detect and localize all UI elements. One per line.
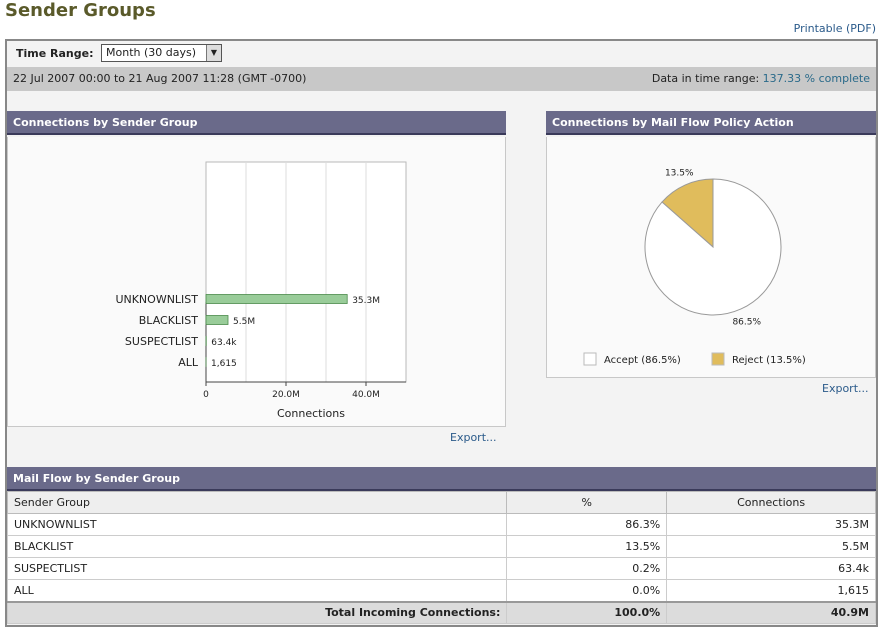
- sender-group-cell: UNKNOWNLIST: [6, 513, 508, 536]
- connections-cell: 35.3M: [666, 513, 876, 536]
- time-range-selected: Month (30 days): [106, 46, 197, 59]
- column-header-connections[interactable]: Connections: [666, 491, 876, 514]
- legend-label: Reject (13.5%): [732, 355, 806, 366]
- legend-label: Accept (86.5%): [604, 355, 681, 366]
- legend-swatch: [711, 352, 725, 366]
- value-label: 5.5M: [233, 317, 255, 327]
- x-axis-label: Connections: [277, 407, 345, 420]
- sender-group-cell: BLACKLIST: [6, 535, 508, 558]
- data-completeness-label: Data in time range:: [651, 72, 760, 85]
- value-label: 1,615: [211, 359, 237, 369]
- chevron-down-icon[interactable]: ▼: [206, 45, 221, 61]
- export-connections-link[interactable]: Export...: [450, 431, 497, 444]
- page-title: Sender Groups: [5, 0, 156, 21]
- total-label-cell: Total Incoming Connections:: [6, 600, 508, 624]
- plot-area: [205, 161, 407, 383]
- pie-slice: [644, 178, 782, 316]
- data-completeness: Data in time range: 137.33 % complete: [652, 72, 870, 85]
- percent-cell: 13.5%: [506, 535, 668, 558]
- table-row: UNKNOWNLIST 86.3% 35.3M: [6, 513, 876, 536]
- sender-group-cell: ALL: [6, 579, 508, 602]
- connections-bar-chart: UNKNOWNLIST BLACKLIST SUSPECTLIST ALL 35.3M…: [115, 161, 407, 420]
- table-row: BLACKLIST 13.5% 5.5M: [6, 535, 876, 558]
- date-range-bar: 22 Jul 2007 00:00 to 21 Aug 2007 11:28 (…: [7, 67, 876, 91]
- report-container: Time Range: Month (30 days) ▼ 22 Jul 200…: [5, 39, 878, 627]
- table-row: ALL 0.0% 1,615: [6, 579, 876, 602]
- table-row: SUSPECTLIST 0.2% 63.4k: [6, 557, 876, 580]
- x-tick-label: 40.0M: [352, 390, 380, 400]
- connections-by-group-panel: UNKNOWNLIST BLACKLIST SUSPECTLIST ALL 35.3M…: [7, 137, 506, 427]
- policy-action-pie-chart: 13.5% 86.5% Accept (86.5%) Reject (13.5%): [583, 168, 806, 366]
- column-header-sender-group[interactable]: Sender Group: [6, 491, 508, 514]
- x-tick-label: 0: [203, 390, 209, 400]
- connections-cell: 1,615: [666, 579, 876, 602]
- bar: [205, 294, 348, 304]
- total-row: Total Incoming Connections: 100.0% 40.9M: [6, 600, 876, 624]
- x-tick-label: 20.0M: [272, 390, 300, 400]
- category-label: SUSPECTLIST: [125, 335, 198, 348]
- category-label: UNKNOWNLIST: [115, 293, 198, 306]
- printable-pdf-link[interactable]: Printable (PDF): [793, 22, 876, 35]
- connections-cell: 5.5M: [666, 535, 876, 558]
- time-range-select[interactable]: Month (30 days) ▼: [101, 44, 222, 62]
- mail-flow-table: Sender Group % Connections UNKNOWNLIST 8…: [6, 491, 876, 624]
- pie-slice: [661, 178, 714, 249]
- percent-cell: 0.0%: [506, 579, 668, 602]
- slice-label: 13.5%: [665, 168, 694, 178]
- column-header-percent[interactable]: %: [506, 491, 668, 514]
- sender-group-cell: SUSPECTLIST: [6, 557, 508, 580]
- value-label: 35.3M: [352, 296, 380, 306]
- category-label: BLACKLIST: [139, 314, 199, 327]
- data-completeness-value: 137.33 % complete: [762, 72, 870, 85]
- policy-action-header: Connections by Mail Flow Policy Action: [546, 111, 876, 135]
- slice-label: 86.5%: [732, 318, 761, 328]
- export-policy-link[interactable]: Export...: [822, 382, 869, 395]
- percent-cell: 0.2%: [506, 557, 668, 580]
- total-percent-cell: 100.0%: [506, 600, 668, 624]
- policy-action-panel: 13.5% 86.5% Accept (86.5%) Reject (13.5%): [546, 137, 876, 378]
- date-range-text: 22 Jul 2007 00:00 to 21 Aug 2007 11:28 (…: [13, 72, 307, 85]
- time-range-row: Time Range: Month (30 days) ▼: [7, 41, 876, 67]
- connections-by-group-header: Connections by Sender Group: [7, 111, 506, 135]
- percent-cell: 86.3%: [506, 513, 668, 536]
- legend-swatch: [583, 352, 597, 366]
- bar: [205, 315, 229, 325]
- time-range-label: Time Range:: [16, 47, 94, 60]
- connections-cell: 63.4k: [666, 557, 876, 580]
- category-label: ALL: [178, 356, 199, 369]
- table-header-row: Sender Group % Connections: [6, 491, 876, 514]
- value-label: 63.4k: [211, 338, 237, 348]
- mail-flow-header: Mail Flow by Sender Group: [7, 467, 876, 491]
- total-connections-cell: 40.9M: [666, 600, 876, 624]
